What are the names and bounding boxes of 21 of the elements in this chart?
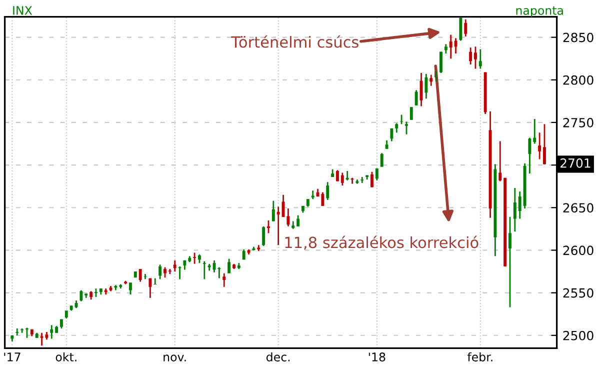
- x-tick-label: febr.: [467, 352, 492, 362]
- x-tick-label: okt.: [56, 352, 76, 362]
- y-tick-label: 2550: [563, 288, 594, 298]
- chart-title: INX: [13, 6, 32, 15]
- x-tick-label: dec.: [266, 352, 290, 362]
- y-tick-label: 2800: [563, 75, 594, 85]
- y-tick-label: 2650: [563, 203, 594, 213]
- chart-subtitle: naponta: [516, 6, 563, 18]
- y-tick-label: 2850: [563, 32, 594, 42]
- y-tick-label: 2500: [563, 330, 594, 340]
- x-tick-label: nov.: [164, 354, 186, 362]
- x-tick-label: '17: [4, 352, 20, 362]
- candlestick: [410, 106, 413, 121]
- y-tick-label: 2600: [563, 246, 594, 256]
- candlestick: [504, 177, 507, 268]
- x-tick-label: '18: [368, 352, 386, 362]
- annotation: 11,8 százalékos korrekció: [285, 236, 478, 250]
- y-tick-label: 2750: [563, 118, 594, 128]
- candlestick: [134, 272, 137, 278]
- annotation: 2701: [560, 158, 590, 168]
- annotation: Történelmi csúcs: [231, 35, 358, 48]
